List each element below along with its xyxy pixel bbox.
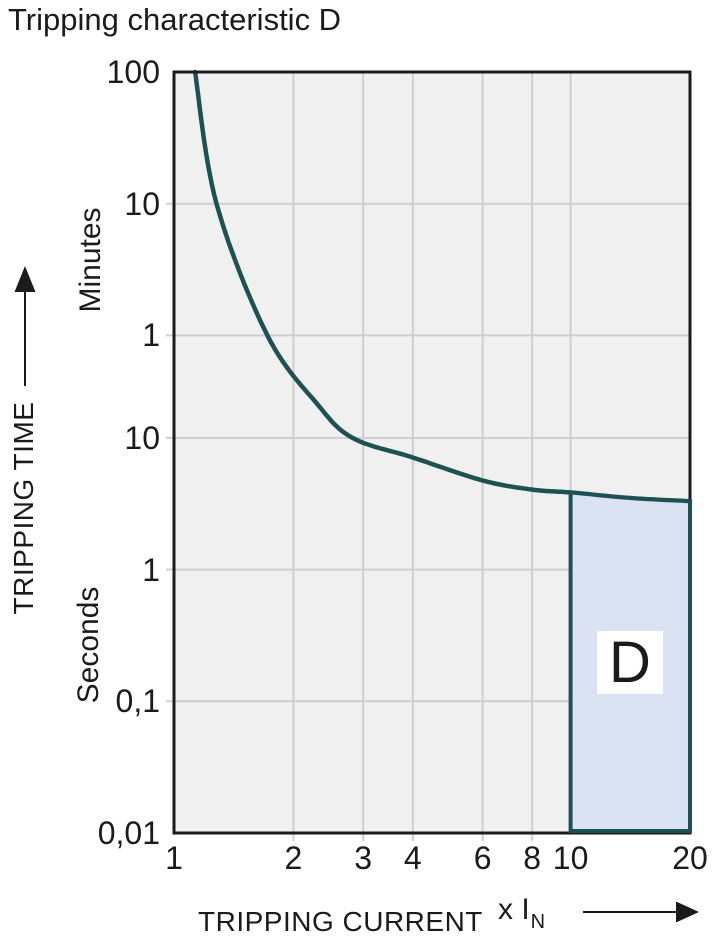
- page-title: Tripping characteristic D: [8, 2, 342, 37]
- plot-frame: [172, 70, 692, 835]
- x-tick-label: 1: [165, 840, 183, 876]
- y-axis-arrow-icon: [14, 266, 36, 292]
- y-tick-label: 10: [124, 185, 160, 222]
- x-axis-title: TRIPPING CURRENT: [198, 906, 483, 937]
- x-tick-label: 3: [354, 840, 373, 876]
- region-label: D: [609, 630, 651, 695]
- y-tick-label: 0,1: [115, 683, 160, 720]
- y-axis-title: TRIPPING TIME: [8, 401, 39, 615]
- y-tick-label: 10: [124, 419, 160, 456]
- y-tick-label: 1: [142, 551, 160, 588]
- x-tick-label: 8: [523, 840, 542, 876]
- x-tick-label: 10: [552, 840, 589, 876]
- x-axis-unit-subscript: N: [530, 911, 546, 933]
- y-axis-unit-minutes: Minutes: [74, 207, 107, 313]
- region-label-box: D: [597, 630, 663, 695]
- y-axis-unit-seconds: Seconds: [72, 586, 105, 704]
- x-tick-label: 20: [672, 840, 708, 876]
- y-tick-label: 0,01: [97, 815, 160, 851]
- x-tick-label: 6: [473, 840, 492, 876]
- x-axis-unit-text: x I: [498, 893, 530, 926]
- x-axis-unit: x IN: [498, 893, 546, 933]
- x-axis-arrow-icon: [676, 901, 699, 923]
- x-tick-label: 2: [284, 840, 303, 876]
- x-tick-label: 4: [403, 840, 422, 876]
- y-tick-label: 1: [142, 317, 160, 354]
- y-tick-label: 100: [106, 54, 160, 90]
